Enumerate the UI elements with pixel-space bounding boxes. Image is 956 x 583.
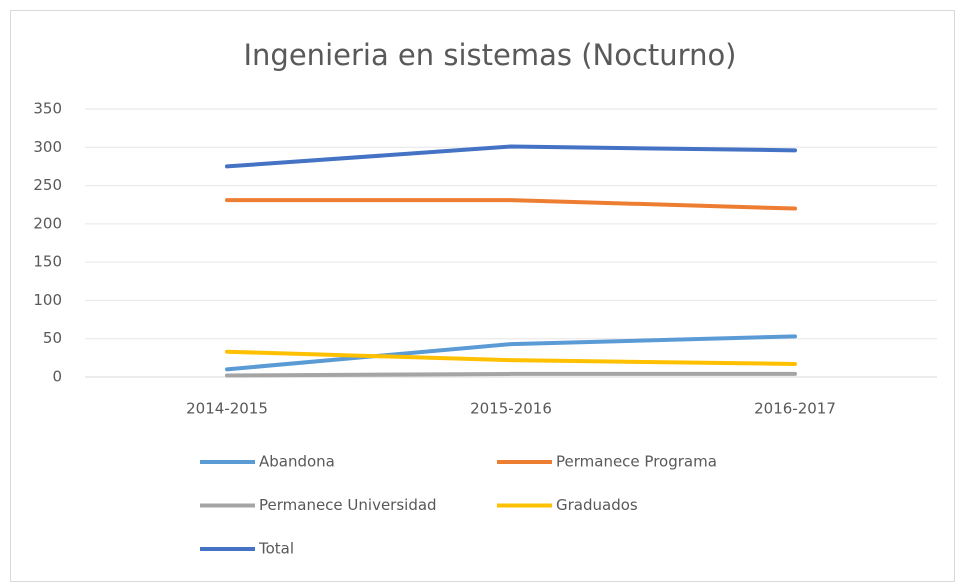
y-tick-label: 350 [33,100,62,118]
series-line [225,198,797,211]
y-tick-label: 100 [33,291,62,309]
chart-title: Ingenieria en sistemas (Nocturno) [244,38,737,72]
legend-label: Permanece Programa [556,453,717,471]
series-line [225,349,797,366]
series-line [225,144,797,169]
y-tick-label: 50 [43,329,62,347]
x-tick-label: 2014-2015 [186,400,268,418]
y-tick-label: 200 [33,214,62,232]
series-line [225,334,797,372]
legend-label: Permanece Universidad [259,496,437,514]
y-tick-label: 300 [33,138,62,156]
x-tick-label: 2015-2016 [470,400,552,418]
legend-label: Abandona [259,453,335,471]
y-tick-label: 250 [33,176,62,194]
y-tick-label: 150 [33,253,62,271]
legend-label: Graduados [556,496,638,514]
chart-area [10,10,955,582]
legend-label: Total [258,540,294,558]
series-line [225,371,797,378]
x-tick-label: 2016-2017 [754,400,836,418]
y-tick-label: 0 [52,368,62,386]
